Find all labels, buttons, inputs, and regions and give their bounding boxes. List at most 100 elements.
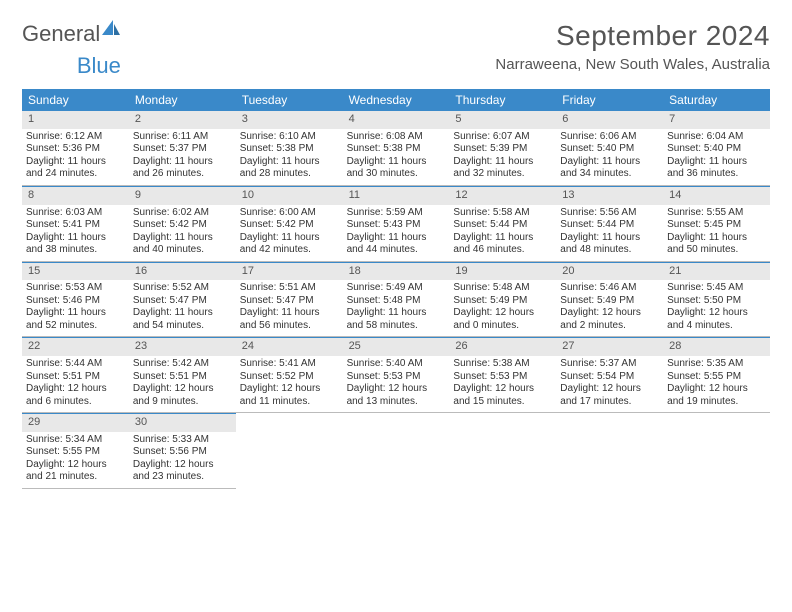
sunrise-text: Sunrise: 5:44 AM (26, 358, 125, 371)
sunset-text: Sunset: 5:55 PM (667, 371, 766, 384)
daylight-text: and 26 minutes. (133, 168, 232, 181)
daylight-text: and 44 minutes. (347, 244, 446, 257)
day-number: 6 (556, 111, 663, 129)
sunset-text: Sunset: 5:47 PM (240, 295, 339, 308)
daylight-text: Daylight: 11 hours (347, 232, 446, 245)
day-body: Sunrise: 5:52 AMSunset: 5:47 PMDaylight:… (129, 282, 236, 332)
sunset-text: Sunset: 5:45 PM (667, 219, 766, 232)
sunset-text: Sunset: 5:44 PM (453, 219, 552, 232)
sunrise-text: Sunrise: 6:04 AM (667, 131, 766, 144)
day-body: Sunrise: 6:04 AMSunset: 5:40 PMDaylight:… (663, 131, 770, 181)
day-number: 10 (236, 187, 343, 205)
day-cell: 9 Sunrise: 6:02 AMSunset: 5:42 PMDaylight… (129, 186, 236, 262)
daylight-text: Daylight: 11 hours (347, 156, 446, 169)
day-number: 22 (22, 338, 129, 356)
month-title: September 2024 (495, 20, 770, 52)
sunrise-text: Sunrise: 6:11 AM (133, 131, 232, 144)
sunrise-text: Sunrise: 5:59 AM (347, 207, 446, 220)
weekday-header: Friday (556, 89, 663, 110)
day-cell: 8Sunrise: 6:03 AMSunset: 5:41 PMDaylight… (22, 186, 129, 262)
sunset-text: Sunset: 5:51 PM (26, 371, 125, 384)
daylight-text: Daylight: 11 hours (133, 232, 232, 245)
day-body: Sunrise: 5:46 AMSunset: 5:49 PMDaylight:… (556, 282, 663, 332)
day-cell: 29Sunrise: 5:34 AMSunset: 5:55 PMDayligh… (22, 413, 129, 489)
sunrise-text: Sunrise: 5:40 AM (347, 358, 446, 371)
day-cell: 27 Sunrise: 5:37 AMSunset: 5:54 PMDayligh… (556, 337, 663, 413)
sunrise-text: Sunrise: 6:07 AM (453, 131, 552, 144)
sunrise-text: Sunrise: 5:37 AM (560, 358, 659, 371)
day-number: 9 (129, 187, 236, 205)
daylight-text: and 19 minutes. (667, 396, 766, 409)
daylight-text: Daylight: 11 hours (453, 232, 552, 245)
day-number: 27 (556, 338, 663, 356)
daylight-text: and 40 minutes. (133, 244, 232, 257)
daylight-text: and 4 minutes. (667, 320, 766, 333)
sunrise-text: Sunrise: 5:52 AM (133, 282, 232, 295)
day-cell: 26Sunrise: 5:38 AMSunset: 5:53 PMDayligh… (449, 337, 556, 413)
daylight-text: Daylight: 12 hours (26, 459, 125, 472)
daylight-text: Daylight: 12 hours (453, 307, 552, 320)
day-body: Sunrise: 5:37 AMSunset: 5:54 PMDaylight:… (556, 358, 663, 408)
daylight-text: and 48 minutes. (560, 244, 659, 257)
day-body: Sunrise: 6:03 AMSunset: 5:41 PMDaylight:… (22, 207, 129, 257)
sunrise-text: Sunrise: 6:10 AM (240, 131, 339, 144)
day-number: 20 (556, 263, 663, 281)
weekday-header: Monday (129, 89, 236, 110)
daylight-text: Daylight: 11 hours (667, 232, 766, 245)
day-cell: 4Sunrise: 6:08 AMSunset: 5:38 PMDaylight… (343, 110, 450, 186)
day-number: 2 (129, 111, 236, 129)
title-block: September 2024 Narraweena, New South Wal… (495, 20, 770, 73)
day-cell: 14 Sunrise: 5:55 AMSunset: 5:45 PMDayligh… (663, 186, 770, 262)
sunset-text: Sunset: 5:39 PM (453, 143, 552, 156)
sunrise-text: Sunrise: 5:51 AM (240, 282, 339, 295)
day-body: Sunrise: 5:41 AMSunset: 5:52 PMDaylight:… (236, 358, 343, 408)
weekday-header: Saturday (663, 89, 770, 110)
day-number: 1 (22, 111, 129, 129)
daylight-text: Daylight: 12 hours (133, 459, 232, 472)
empty-cell (663, 413, 770, 489)
day-body: Sunrise: 5:35 AMSunset: 5:55 PMDaylight:… (663, 358, 770, 408)
sunset-text: Sunset: 5:42 PM (133, 219, 232, 232)
sunrise-text: Sunrise: 5:46 AM (560, 282, 659, 295)
daylight-text: Daylight: 11 hours (26, 156, 125, 169)
daylight-text: and 36 minutes. (667, 168, 766, 181)
day-cell: 22 Sunrise: 5:44 AMSunset: 5:51 PMDayligh… (22, 337, 129, 413)
daylight-text: Daylight: 11 hours (667, 156, 766, 169)
sunset-text: Sunset: 5:49 PM (453, 295, 552, 308)
day-body: Sunrise: 5:42 AMSunset: 5:51 PMDaylight:… (129, 358, 236, 408)
sunset-text: Sunset: 5:49 PM (560, 295, 659, 308)
day-cell: 11Sunrise: 5:59 AMSunset: 5:43 PMDayligh… (343, 186, 450, 262)
sunset-text: Sunset: 5:50 PM (667, 295, 766, 308)
day-cell: 7Sunrise: 6:04 AMSunset: 5:40 PMDaylight… (663, 110, 770, 186)
day-body: Sunrise: 6:11 AMSunset: 5:37 PMDaylight:… (129, 131, 236, 181)
weekday-header: Tuesday (236, 89, 343, 110)
day-body: Sunrise: 5:55 AMSunset: 5:45 PMDaylight:… (663, 207, 770, 257)
sunset-text: Sunset: 5:38 PM (240, 143, 339, 156)
daylight-text: and 38 minutes. (26, 244, 125, 257)
daylight-text: Daylight: 12 hours (667, 383, 766, 396)
sunset-text: Sunset: 5:55 PM (26, 446, 125, 459)
day-body: Sunrise: 5:44 AMSunset: 5:51 PMDaylight:… (22, 358, 129, 408)
daylight-text: and 11 minutes. (240, 396, 339, 409)
daylight-text: Daylight: 11 hours (133, 156, 232, 169)
weekday-header: Wednesday (343, 89, 450, 110)
calendar-grid: SundayMondayTuesdayWednesdayThursdayFrid… (22, 89, 770, 489)
day-cell: 21Sunrise: 5:45 AMSunset: 5:50 PMDayligh… (663, 262, 770, 338)
daylight-text: and 50 minutes. (667, 244, 766, 257)
daylight-text: and 28 minutes. (240, 168, 339, 181)
daylight-text: and 17 minutes. (560, 396, 659, 409)
sunset-text: Sunset: 5:56 PM (133, 446, 232, 459)
empty-cell (449, 413, 556, 489)
day-cell: 5Sunrise: 6:07 AMSunset: 5:39 PMDaylight… (449, 110, 556, 186)
day-number: 14 (663, 187, 770, 205)
sunset-text: Sunset: 5:47 PM (133, 295, 232, 308)
day-number: 11 (343, 187, 450, 205)
day-number: 21 (663, 263, 770, 281)
day-number: 3 (236, 111, 343, 129)
sunset-text: Sunset: 5:46 PM (26, 295, 125, 308)
daylight-text: and 24 minutes. (26, 168, 125, 181)
sunrise-text: Sunrise: 6:02 AM (133, 207, 232, 220)
day-cell: 17Sunrise: 5:51 AMSunset: 5:47 PMDayligh… (236, 262, 343, 338)
sunrise-text: Sunrise: 5:45 AM (667, 282, 766, 295)
daylight-text: and 21 minutes. (26, 471, 125, 484)
